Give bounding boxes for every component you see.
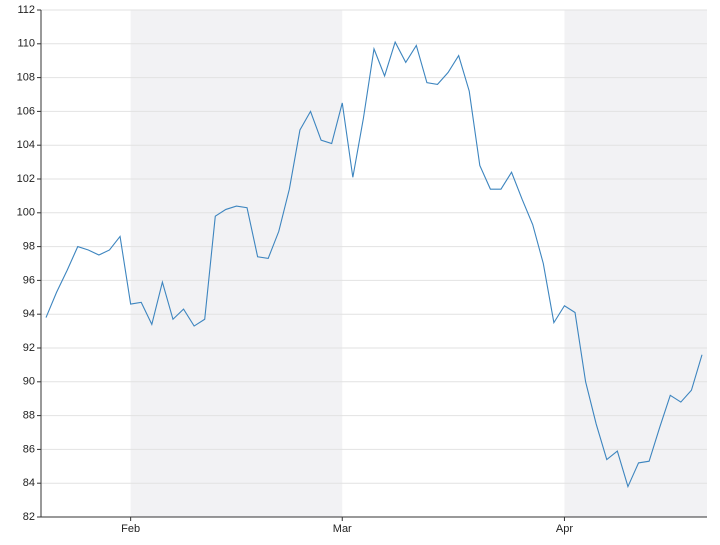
y-tick-label: 86 xyxy=(23,443,35,455)
y-tick-label: 84 xyxy=(23,477,35,489)
y-tick-label: 90 xyxy=(23,376,35,388)
y-tick-label: 112 xyxy=(17,4,35,16)
x-tick-label: Mar xyxy=(333,523,352,535)
y-tick-label: 106 xyxy=(17,105,35,117)
month-band xyxy=(564,10,707,517)
y-tick-label: 88 xyxy=(23,410,35,422)
x-tick-label: Apr xyxy=(556,523,573,535)
y-tick-label: 102 xyxy=(17,173,35,185)
month-band xyxy=(130,10,343,517)
y-tick-label: 94 xyxy=(23,308,35,320)
line xyxy=(45,40,703,489)
y-tick-label: 108 xyxy=(17,72,35,84)
y-tick-label: 82 xyxy=(23,511,35,523)
y-tick-label: 92 xyxy=(23,342,35,354)
y-tick-label: 104 xyxy=(17,139,35,151)
y-tick-label: 96 xyxy=(23,274,35,286)
x-tick-label: Feb xyxy=(121,523,140,535)
y-tick-label: 110 xyxy=(17,38,35,50)
y-tick-label: 98 xyxy=(23,241,35,253)
y-tick-label: 100 xyxy=(17,207,35,219)
